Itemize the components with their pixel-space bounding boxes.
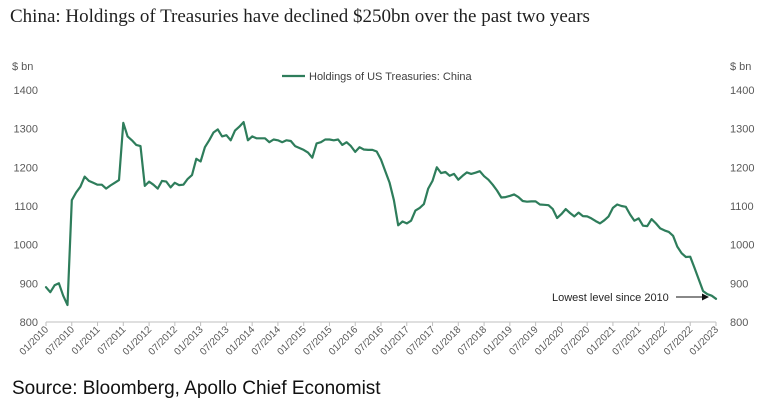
annotation-label: Lowest level since 2010 (552, 292, 669, 304)
axes (45, 321, 717, 326)
y-tick-label-right: 1100 (730, 201, 754, 213)
y-tick-label-left: 800 (20, 317, 38, 329)
y-tick-label-right: 1200 (730, 162, 754, 174)
x-tick-label: 01/2023 (688, 324, 722, 358)
annotation-arrowhead (702, 293, 709, 301)
y-tick-label-left: 900 (20, 278, 38, 290)
y-tick-label-left: 1000 (14, 240, 38, 252)
y-tick-label-right: 1300 (730, 124, 754, 136)
legend-label: Holdings of US Treasuries: China (309, 71, 473, 83)
y-tick-label-left: 1400 (14, 85, 38, 97)
chart-title: China: Holdings of Treasuries have decli… (10, 6, 590, 27)
series-holdings-china (44, 121, 718, 307)
y-tick-label-right: 800 (730, 317, 748, 329)
y-tick-label-right: 1400 (730, 85, 754, 97)
y-tick-label-left: 1200 (14, 162, 38, 174)
series-line (44, 121, 718, 307)
right-axis-unit: $ bn (730, 61, 751, 73)
annotation: Lowest level since 2010 (552, 292, 709, 304)
source-note: Source: Bloomberg, Apollo Chief Economis… (12, 378, 381, 399)
y-tick-label-left: 1300 (14, 124, 38, 136)
y-tick-label-left: 1100 (14, 201, 38, 213)
y-tick-label-right: 1000 (730, 240, 754, 252)
legend: Holdings of US Treasuries: China (282, 71, 473, 83)
y-tick-label-right: 900 (730, 278, 748, 290)
left-axis-unit: $ bn (12, 61, 33, 73)
